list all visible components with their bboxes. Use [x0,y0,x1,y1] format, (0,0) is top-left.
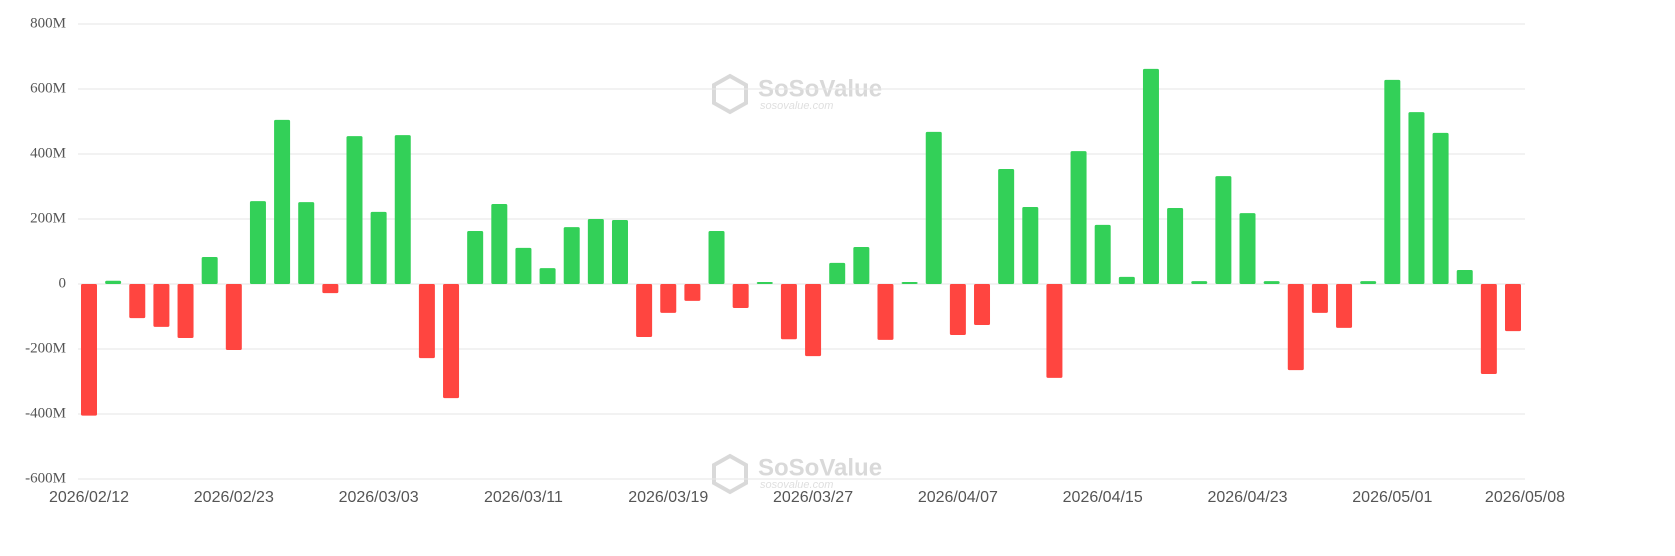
bar [756,282,773,284]
watermark: SoSoValue sosovalue.com SoSoValue sosova… [712,73,882,495]
bar [925,131,942,284]
bar [1336,284,1353,328]
bar [853,246,870,284]
bar [1094,224,1111,284]
bar [1505,284,1521,332]
x-tick-label: 2026/04/23 [1207,489,1287,506]
x-tick-label: 2026/05/01 [1352,489,1432,506]
watermark-logo [712,453,748,495]
bar [81,284,97,416]
y-tick-label: 800M [30,15,66,31]
watermark-site: sosovalue.com [760,479,833,491]
bar [780,284,797,340]
bar [394,135,411,284]
bar [1046,284,1063,378]
bar [684,284,701,301]
bar [249,201,266,284]
bar [660,284,677,313]
bar [201,257,218,284]
bar [370,211,387,284]
bar [515,247,532,284]
watermark-site: sosovalue.com [760,100,833,112]
bar [563,227,580,284]
bar [901,282,918,284]
bar [1432,132,1449,284]
bar [877,284,894,340]
bar [105,280,122,284]
x-tick-label: 2026/03/11 [484,489,563,506]
y-tick-label: 400M [30,145,66,161]
bar [829,262,846,284]
bar [418,284,435,359]
y-tick-label: -200M [25,340,66,356]
bar [1239,213,1256,284]
bar [1070,151,1087,284]
y-tick-label: -600M [25,470,66,486]
bar [1191,281,1208,284]
bar [805,284,822,357]
bar [225,284,242,350]
bar [1408,112,1425,284]
watermark-brand: SoSoValue [758,454,882,481]
bar [732,284,749,309]
watermark-logo [712,73,748,115]
bar [998,168,1015,284]
bar [708,231,725,284]
x-tick-label: 2026/03/27 [773,489,853,506]
bar [298,202,315,284]
bar [346,136,363,284]
bar [1456,270,1473,284]
y-tick-label: 200M [30,210,66,226]
bar [949,284,966,336]
bar [491,204,508,284]
bar [1480,284,1497,375]
bar [153,284,170,327]
x-tick-label: 2026/02/23 [194,489,274,506]
bar [611,219,628,284]
bar [1360,281,1377,284]
x-tick-label: 2026/03/19 [628,489,708,506]
y-tick-label: -400M [25,405,66,421]
bar [539,268,556,284]
bar [443,284,460,399]
y-tick-label: 0 [59,275,67,291]
x-tick-label: 2026/05/08 [1485,489,1565,506]
bar [129,284,146,319]
bar [177,284,194,338]
bar [1263,281,1280,284]
bar [322,284,339,294]
bar [1215,176,1232,284]
x-tick-label: 2026/04/07 [918,489,998,506]
y-tick-label: 600M [30,80,66,96]
bar [467,231,484,284]
x-tick-label: 2026/04/15 [1063,489,1143,506]
x-tick-label: 2026/02/12 [49,489,129,506]
bar [974,284,991,325]
bar [1287,284,1304,371]
bar [1142,68,1159,284]
bar [1022,206,1039,284]
bar [1167,207,1184,284]
bar [1311,284,1328,313]
bar [636,284,653,337]
bar [1384,79,1401,285]
x-tick-label: 2026/03/03 [339,489,419,506]
bar [587,219,604,284]
bar [274,119,291,284]
bar [1118,276,1135,284]
